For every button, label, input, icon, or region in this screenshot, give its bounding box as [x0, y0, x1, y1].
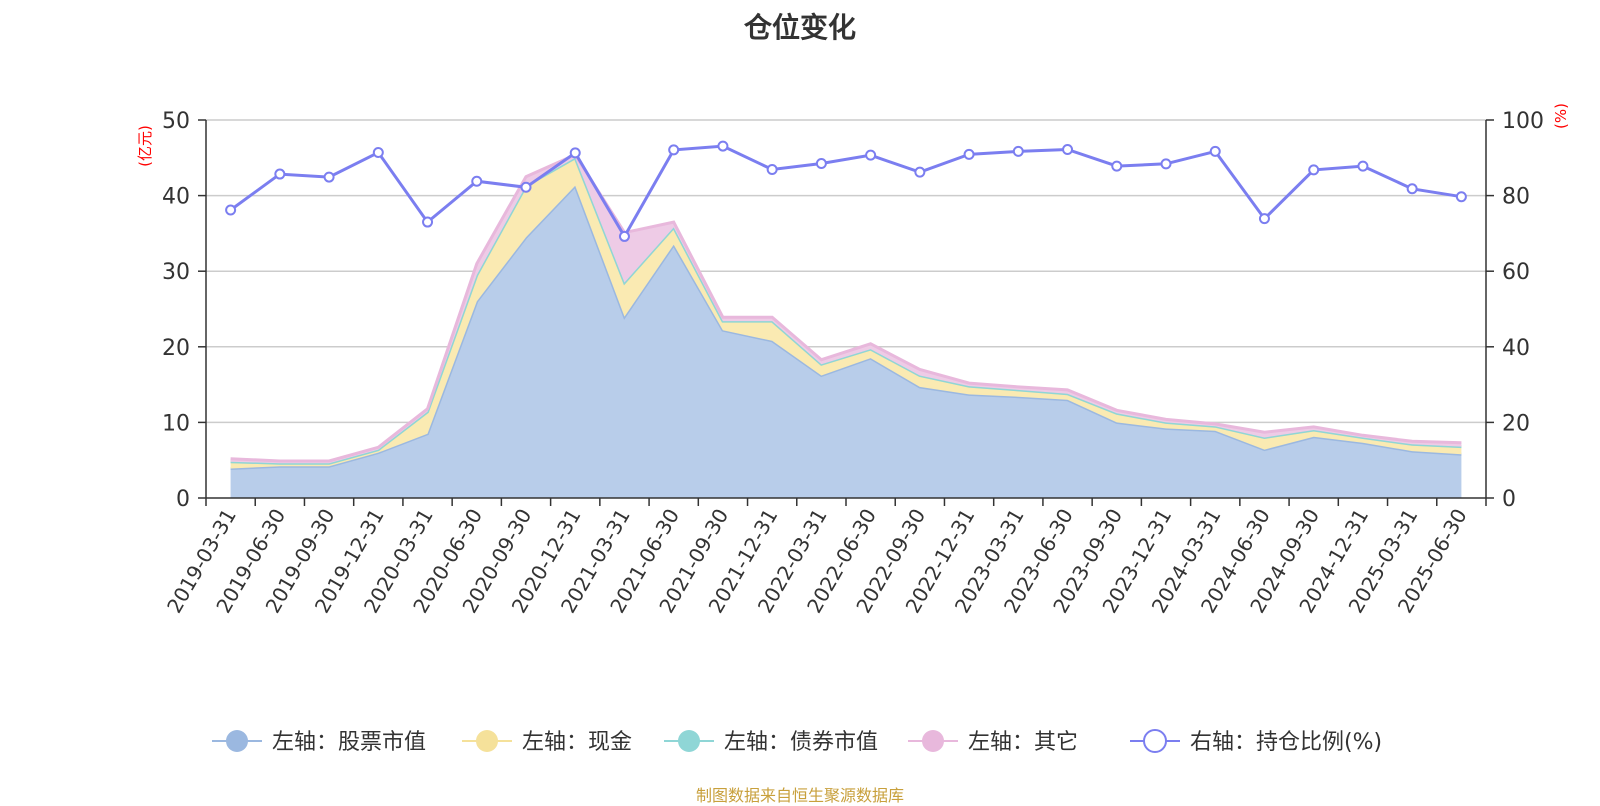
legend-item-4[interactable]: 右轴：持仓比例(%) [1130, 729, 1382, 755]
left-tick-label: 30 [162, 260, 190, 285]
ratio-point [471, 175, 483, 187]
right-tick-label: 20 [1502, 411, 1530, 436]
legend-label: 左轴：股票市值 [272, 730, 426, 755]
legend-label: 右轴：持仓比例(%) [1190, 730, 1382, 755]
ratio-point [717, 140, 729, 152]
ratio-point [668, 144, 680, 156]
ratio-point [766, 164, 778, 176]
data-source-note: 制图数据来自恒生聚源数据库 [695, 786, 904, 805]
legend[interactable]: 左轴：股票市值 左轴：现金 左轴：债券市值 左轴：其它 右轴：持仓比例(%) [212, 729, 1382, 755]
legend-item-3[interactable]: 左轴：其它 [908, 730, 1078, 755]
ratio-point [569, 147, 581, 159]
left-tick-label: 50 [162, 109, 190, 134]
legend-item-1[interactable]: 左轴：现金 [462, 730, 632, 755]
ratio-point [1357, 160, 1369, 172]
ratio-point [1308, 164, 1320, 176]
ratio-point [618, 230, 630, 242]
ratio-line [225, 140, 1467, 242]
ratio-point [1160, 158, 1172, 170]
legend-marker-circle-icon [922, 730, 944, 752]
ratio-point [815, 157, 827, 169]
ratio-point [1111, 160, 1123, 172]
legend-marker-circle-icon [476, 730, 498, 752]
ratio-point [1062, 143, 1074, 155]
right-tick-label: 80 [1502, 185, 1530, 210]
area-0 [230, 185, 1462, 499]
ratio-point [225, 204, 237, 216]
ratio-point [1258, 213, 1270, 225]
left-tick-label: 10 [162, 411, 190, 436]
left-tick-label: 40 [162, 185, 190, 210]
right-tick-label: 60 [1502, 260, 1530, 285]
ratio-point [1406, 183, 1418, 195]
ratio-point [1012, 145, 1024, 157]
legend-marker-circle-icon [1143, 729, 1167, 753]
ratio-point [963, 148, 975, 160]
legend-label: 左轴：债券市值 [724, 730, 878, 755]
ratio-point [274, 168, 286, 180]
legend-item-2[interactable]: 左轴：债券市值 [664, 730, 878, 755]
ratio-point [323, 171, 335, 183]
legend-label: 左轴：其它 [968, 730, 1078, 755]
right-axis-unit: (%) [1552, 103, 1570, 129]
ratio-point [520, 181, 532, 193]
ratio-line-path [229, 144, 1462, 240]
left-tick-label: 0 [176, 487, 190, 512]
ratio-point [914, 166, 926, 178]
right-tick-label: 40 [1502, 336, 1530, 361]
right-tick-label: 0 [1502, 487, 1516, 512]
left-axis-unit: (亿元) [136, 125, 154, 167]
chart-title: 仓位变化 [743, 11, 856, 44]
area-1 [230, 157, 1462, 469]
ratio-point [865, 149, 877, 161]
ratio-point [422, 216, 434, 228]
ratio-point [1455, 191, 1467, 203]
area-outline-3 [230, 152, 1462, 463]
legend-item-0[interactable]: 左轴：股票市值 [212, 730, 426, 755]
legend-label: 左轴：现金 [522, 730, 632, 755]
stacked-areas [230, 152, 1462, 499]
legend-marker-circle-icon [226, 730, 248, 752]
right-tick-label: 100 [1502, 109, 1544, 134]
left-tick-label: 20 [162, 336, 190, 361]
legend-marker-circle-icon [678, 730, 700, 752]
ratio-point [372, 147, 384, 159]
ratio-point [1209, 145, 1221, 157]
